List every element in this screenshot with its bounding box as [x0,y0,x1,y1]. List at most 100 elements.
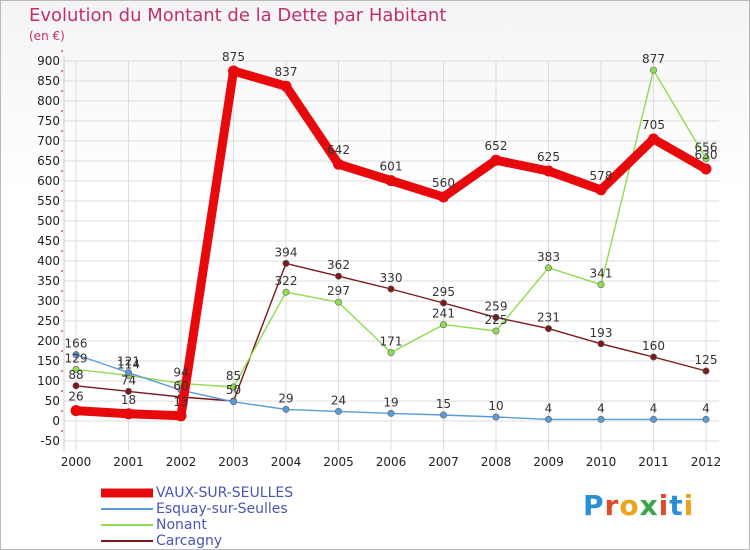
data-label-nonant: 341 [590,267,613,281]
data-point-vaux-sur-seulles [385,175,397,187]
data-point-carcagny [544,325,552,333]
axes: -500501001502002503003504004505005506006… [37,50,721,469]
y-minor-tick [61,270,63,272]
data-label-carcagny: 362 [327,258,350,272]
y-tick-label: 600 [37,174,60,188]
data-label-carcagny: 193 [590,326,613,340]
data-point-carcagny [282,259,290,267]
data-point-vaux-sur-seulles [123,408,134,420]
logo-letter: r [604,489,620,522]
data-point-nonant [492,327,500,335]
series-lines [70,65,712,423]
grid-lines [64,60,719,451]
x-tick-label: 2006 [376,455,407,469]
data-label-nonant: 171 [380,335,403,349]
y-minor-tick [61,210,63,212]
x-tick-label: 2002 [166,455,197,469]
y-minor-tick [61,170,63,172]
data-label-nonant: 114 [117,357,140,371]
data-label-nonant: 241 [432,307,455,321]
y-minor-tick [61,130,63,132]
chart-subtitle: (en €) [29,29,65,43]
x-tick-label: 2012 [691,455,722,469]
data-point-nonant [230,383,238,391]
data-point-esquay-sur-seulles [334,407,342,415]
y-minor-tick [61,150,63,152]
data-point-esquay-sur-seulles [387,409,395,417]
data-point-esquay-sur-seulles [544,415,552,423]
data-label-esquay-sur-seulles: 24 [331,393,346,407]
data-point-nonant [439,321,447,329]
y-minor-tick [61,90,63,92]
proxiti-logo: Proxiti [583,489,694,522]
logo-letter: i [683,489,695,522]
y-minor-tick [61,190,63,192]
y-minor-tick [61,350,63,352]
data-label-esquay-sur-seulles: 121 [117,355,140,369]
legend-label: Carcagny [156,533,223,549]
chart-title: Evolution du Montant de la Dette par Hab… [29,5,447,26]
data-label-carcagny: 330 [380,271,403,285]
data-label-esquay-sur-seulles: 10 [488,399,503,413]
data-label-nonant: 85 [226,369,241,383]
data-point-esquay-sur-seulles [597,415,605,423]
y-tick-label: 850 [37,74,60,88]
data-label-esquay-sur-seulles: 4 [597,401,605,415]
y-minor-tick [61,430,63,432]
x-tick-label: 2000 [61,455,92,469]
data-label-carcagny: 50 [226,383,241,397]
y-tick-label: 300 [37,294,60,308]
data-label-nonant: 656 [695,141,718,155]
y-minor-tick [61,370,63,372]
y-minor-tick [61,250,63,252]
data-point-esquay-sur-seulles [72,351,80,359]
data-point-carcagny [439,299,447,307]
data-point-nonant [334,298,342,306]
legend-label: Nonant [156,517,207,533]
x-tick-label: 2004 [271,455,302,469]
data-label-esquay-sur-seulles: 4 [650,401,658,415]
data-label-nonant: 877 [642,52,665,66]
data-label-esquay-sur-seulles: 4 [702,401,710,415]
data-point-vaux-sur-seulles [280,80,292,92]
data-point-nonant [387,349,395,357]
data-point-vaux-sur-seulles [175,410,187,422]
data-label-vaux-sur-seulles: 601 [380,160,403,174]
data-label-carcagny: 125 [695,353,718,367]
data-point-vaux-sur-seulles [333,158,344,170]
y-tick-label: 50 [45,394,60,408]
legend-swatch [101,524,153,526]
y-minor-tick [61,50,63,52]
y-tick-label: 900 [37,54,60,68]
data-point-esquay-sur-seulles [282,405,290,413]
y-minor-tick [61,230,63,232]
data-label-carcagny: 231 [537,311,560,325]
data-label-esquay-sur-seulles: 29 [278,391,293,405]
data-point-vaux-sur-seulles [438,191,449,203]
data-label-nonant: 225 [485,313,508,327]
x-tick-label: 2003 [218,455,249,469]
data-label-esquay-sur-seulles: 15 [436,397,451,411]
logo-letter: x [639,489,659,522]
y-minor-tick [61,330,63,332]
data-label-carcagny: 88 [68,368,83,382]
data-label-nonant: 322 [275,274,298,288]
y-tick-label: 700 [37,134,60,148]
data-point-carcagny [334,272,342,280]
y-tick-label: 400 [37,254,60,268]
y-tick-label: 200 [37,334,60,348]
data-point-nonant [72,365,80,373]
data-label-carcagny: 259 [485,299,508,313]
x-tick-label: 2010 [586,455,617,469]
y-tick-label: 500 [37,214,60,228]
data-label-vaux-sur-seulles: 875 [222,50,245,64]
data-label-esquay-sur-seulles: 166 [65,337,88,351]
data-label-carcagny: 295 [432,285,455,299]
x-tick-label: 2007 [428,455,459,469]
logo-letter: o [619,489,640,522]
data-label-nonant: 94 [173,365,188,379]
y-minor-tick [61,310,63,312]
data-label-vaux-sur-seulles: 625 [537,150,560,164]
x-tick-label: 2011 [638,455,669,469]
